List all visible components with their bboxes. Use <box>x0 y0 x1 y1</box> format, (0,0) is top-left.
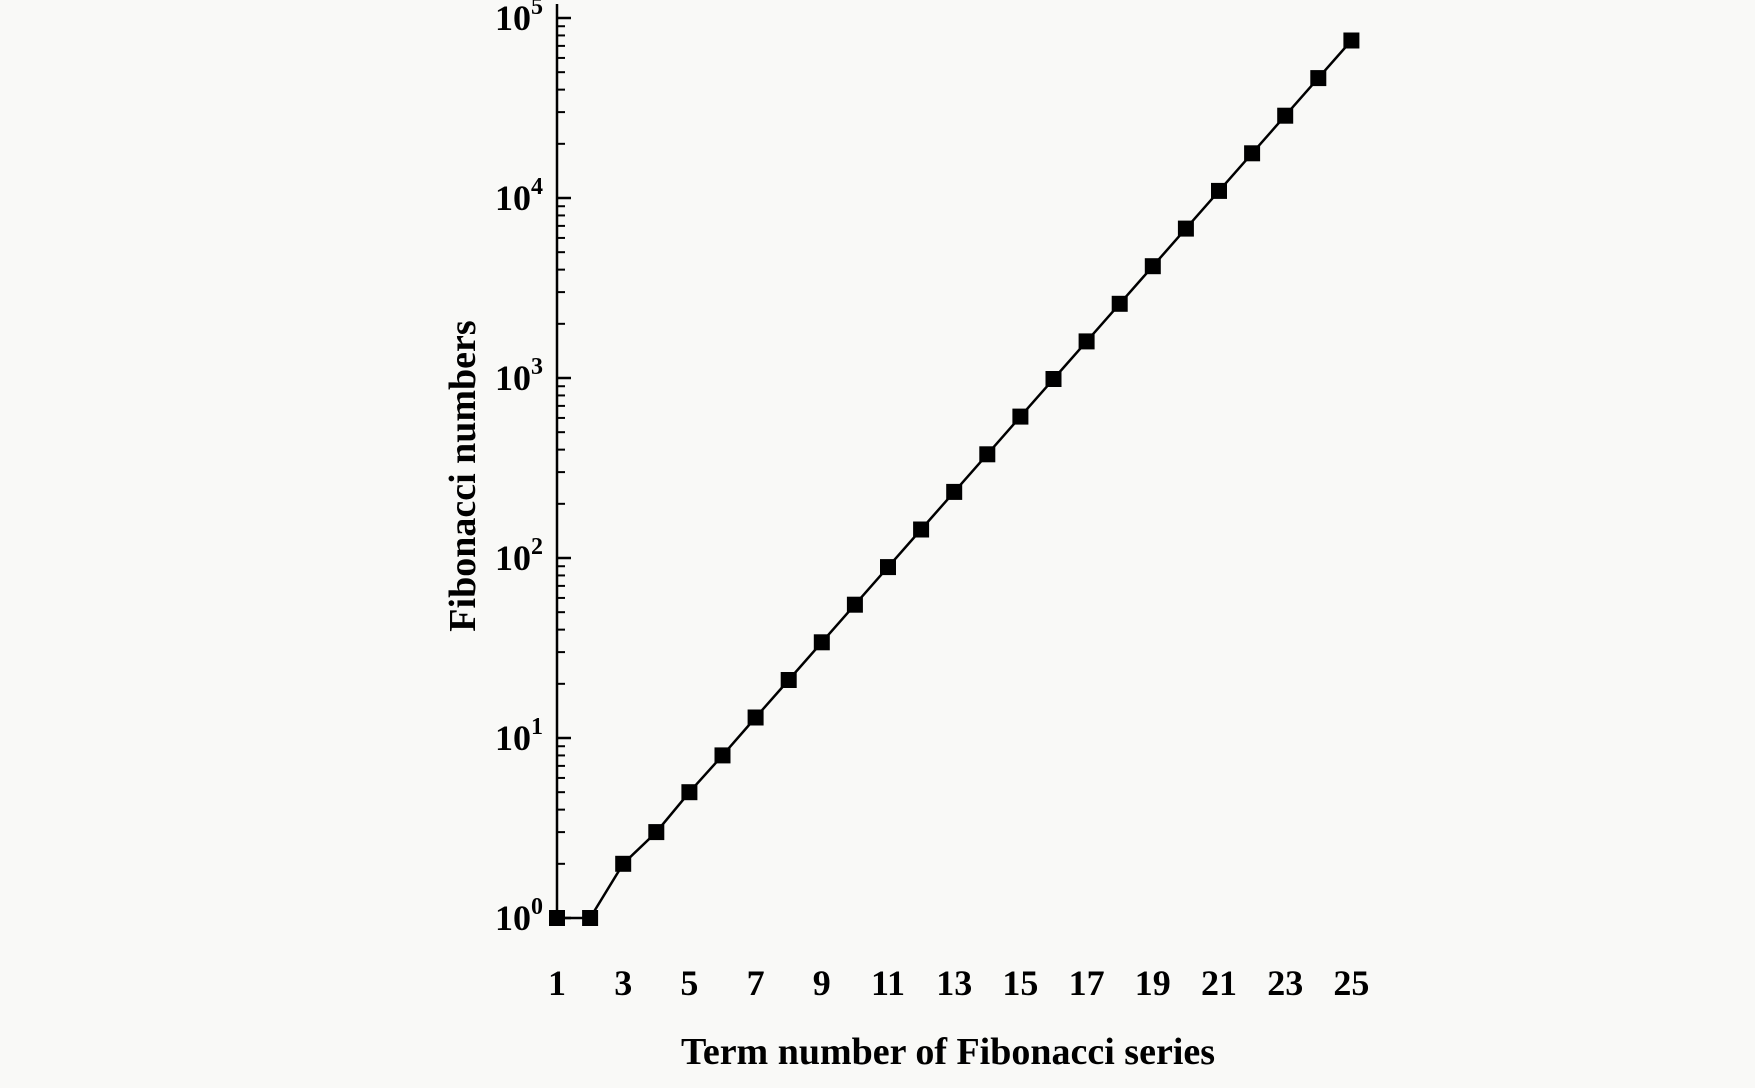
data-point-marker <box>648 824 665 841</box>
data-point-marker <box>1244 145 1261 162</box>
y-tick-label: 100 <box>495 894 543 938</box>
data-point-marker <box>1144 258 1161 275</box>
x-tick-label: 13 <box>936 963 972 1003</box>
data-point-marker <box>946 483 963 500</box>
data-point-marker <box>1078 333 1095 350</box>
x-tick-label: 21 <box>1201 963 1237 1003</box>
data-point-marker <box>615 855 632 872</box>
data-point-marker <box>1111 295 1128 312</box>
x-tick-label: 5 <box>680 963 698 1003</box>
data-point-marker <box>681 784 698 801</box>
data-point-marker <box>813 634 830 651</box>
x-tick-label: 7 <box>747 963 765 1003</box>
x-tick-label: 15 <box>1002 963 1038 1003</box>
x-tick-label: 19 <box>1135 963 1171 1003</box>
x-tick-label: 3 <box>614 963 632 1003</box>
y-tick-label: 102 <box>495 534 543 578</box>
data-point-marker <box>549 910 565 926</box>
data-point-marker <box>714 747 731 764</box>
y-axis-title: Fibonacci numbers <box>442 320 484 631</box>
data-point-marker <box>582 910 599 926</box>
data-point-marker <box>1177 220 1194 237</box>
data-point-marker <box>1343 32 1360 49</box>
data-point-marker <box>1277 107 1294 124</box>
y-tick-label: 105 <box>495 0 543 38</box>
data-point-marker <box>880 559 896 576</box>
x-tick-label: 9 <box>813 963 831 1003</box>
x-tick-label: 11 <box>871 963 905 1003</box>
y-tick-label: 101 <box>495 714 543 758</box>
x-axis-title: Term number of Fibonacci series <box>681 1031 1215 1073</box>
data-point-marker <box>913 521 930 538</box>
data-point-marker <box>1012 408 1029 425</box>
y-tick-label: 103 <box>495 354 543 398</box>
data-point-marker <box>1045 371 1062 387</box>
data-point-marker <box>780 672 797 688</box>
series-line <box>557 39 1353 920</box>
data-point-marker <box>979 446 996 463</box>
data-point-marker <box>1310 70 1327 87</box>
data-point-marker <box>846 596 863 613</box>
x-tick-label: 1 <box>548 963 566 1003</box>
y-tick-label: 104 <box>495 174 543 218</box>
x-tick-label: 23 <box>1267 963 1303 1003</box>
data-point-marker <box>1211 182 1227 199</box>
x-tick-label: 17 <box>1069 963 1105 1003</box>
data-point-marker <box>747 709 764 726</box>
x-tick-label: 25 <box>1333 963 1369 1003</box>
series <box>549 32 1360 926</box>
